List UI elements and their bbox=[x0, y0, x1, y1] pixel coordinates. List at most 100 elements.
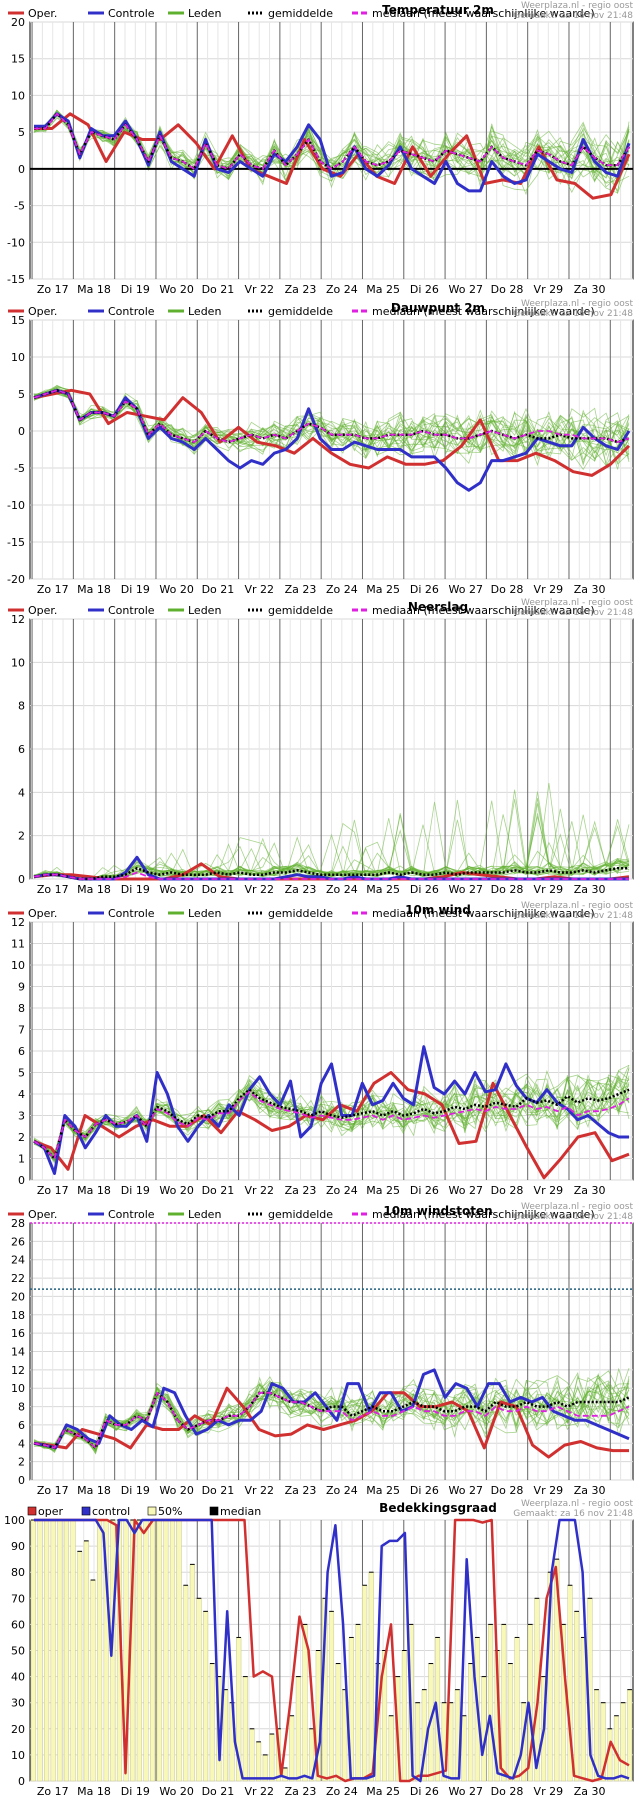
y-tick-label: 26 bbox=[11, 1235, 25, 1248]
x-tick-label: Vr 29 bbox=[534, 283, 564, 296]
legend-swatch bbox=[147, 1506, 157, 1516]
x-tick-label: Do 21 bbox=[202, 883, 235, 896]
x-tick-label: Za 30 bbox=[574, 1484, 606, 1497]
x-tick-label: Di 19 bbox=[121, 283, 150, 296]
x-tick-label: Vr 29 bbox=[534, 1785, 564, 1798]
x-tick-label: Di 26 bbox=[410, 1785, 439, 1798]
x-tick-label: Wo 27 bbox=[448, 1785, 482, 1798]
y-tick-label: 40 bbox=[11, 1671, 25, 1684]
y-tick-label: 4 bbox=[18, 786, 25, 799]
x-tick-label: Zo 17 bbox=[37, 1484, 69, 1497]
oper-series-line bbox=[33, 1386, 629, 1459]
x-tick-label: Do 21 bbox=[202, 1184, 235, 1197]
watermark-site: Weerplaza.nl - regio oost bbox=[521, 1202, 633, 1212]
y-tick-label: 0 bbox=[18, 425, 25, 438]
x-tick-label: Wo 27 bbox=[448, 883, 482, 896]
y-tick-label: -20 bbox=[7, 573, 25, 586]
bar-50pct bbox=[77, 1551, 83, 1782]
x-tick-label: Di 19 bbox=[121, 1484, 150, 1497]
x-tick-label: Wo 20 bbox=[159, 1484, 193, 1497]
x-tick-label: Di 19 bbox=[121, 1785, 150, 1798]
ensemble-member-line bbox=[33, 386, 630, 471]
bar-50pct bbox=[368, 1571, 374, 1782]
y-tick-label: -5 bbox=[14, 200, 25, 213]
y-tick-label: 100 bbox=[4, 1514, 25, 1527]
ensemble-member-line bbox=[33, 110, 630, 195]
x-tick-label: Do 28 bbox=[491, 1184, 524, 1197]
ensemble-member-line bbox=[33, 1387, 630, 1452]
bar-50pct bbox=[580, 1637, 586, 1782]
y-tick-label: 4 bbox=[18, 1437, 25, 1450]
median-series-line bbox=[33, 1090, 630, 1160]
legend-swatch bbox=[81, 1506, 91, 1516]
legend-label: gemiddelde bbox=[268, 604, 333, 617]
chart-title: Temperatuur 2m bbox=[382, 3, 494, 17]
y-tick-label: 2 bbox=[18, 830, 25, 843]
x-tick-label: Vr 22 bbox=[244, 283, 274, 296]
bar-50pct bbox=[44, 1519, 50, 1782]
y-tick-label: 12 bbox=[11, 916, 25, 929]
bar-50pct bbox=[37, 1519, 43, 1782]
x-tick-label: Za 23 bbox=[285, 1484, 317, 1497]
legend-label: gemiddelde bbox=[268, 1208, 333, 1221]
x-tick-label: Do 28 bbox=[491, 283, 524, 296]
legend-label: mediaan (meest waarschijnlijke waarde) bbox=[372, 305, 595, 318]
chart-title: 10m windstoten bbox=[383, 1204, 492, 1218]
x-tick-label: Vr 22 bbox=[244, 883, 274, 896]
y-tick-label: 9 bbox=[18, 981, 25, 994]
y-tick-label: 12 bbox=[11, 613, 25, 626]
x-tick-label: Vr 22 bbox=[244, 1484, 274, 1497]
bar-50pct bbox=[481, 1676, 487, 1782]
x-tick-label: Zo 24 bbox=[326, 1484, 358, 1497]
bar-50pct bbox=[83, 1540, 89, 1782]
y-tick-label: 15 bbox=[11, 53, 25, 66]
y-tick-label: 5 bbox=[18, 388, 25, 401]
x-tick-label: Di 19 bbox=[121, 583, 150, 596]
bar-50pct bbox=[57, 1519, 63, 1782]
y-tick-label: 16 bbox=[11, 1327, 25, 1340]
x-tick-label: Za 23 bbox=[285, 583, 317, 596]
bar-50pct bbox=[401, 1650, 407, 1782]
x-tick-label: Wo 20 bbox=[159, 1785, 193, 1798]
x-tick-label: Zo 17 bbox=[37, 1785, 69, 1798]
y-tick-label: 0 bbox=[18, 1775, 25, 1788]
legend-label: Controle bbox=[108, 604, 155, 617]
chart-title: Bedekkingsgraad bbox=[379, 1501, 497, 1515]
bar-50pct bbox=[574, 1611, 580, 1782]
x-tick-label: Za 30 bbox=[574, 1184, 606, 1197]
legend-label: mediaan (meest waarschijnlijke waarde) bbox=[372, 604, 595, 617]
x-tick-label: Zo 17 bbox=[37, 1184, 69, 1197]
y-tick-label: 7 bbox=[18, 1024, 25, 1037]
bar-50pct bbox=[242, 1676, 248, 1782]
x-tick-label: Do 21 bbox=[202, 1484, 235, 1497]
y-tick-label: 90 bbox=[11, 1540, 25, 1553]
chart-title: Dauwpunt 2m bbox=[391, 301, 485, 315]
bar-50pct bbox=[328, 1611, 335, 1782]
legend-label: Leden bbox=[188, 305, 221, 318]
ensemble-member-line bbox=[33, 387, 630, 461]
panel-3: 0 2 4 6 8 10 12 Zo 17 Ma 18 Di 19 Wo 20 Do 21 Vr 22 Z… bbox=[8, 598, 634, 896]
x-tick-label: Vr 22 bbox=[244, 1184, 274, 1197]
y-tick-label: 1 bbox=[18, 1153, 25, 1166]
y-tick-label: 6 bbox=[18, 1419, 25, 1432]
x-tick-label: Wo 20 bbox=[159, 1184, 193, 1197]
watermark-date: Gemaakt: za 16 nov 21:48 bbox=[513, 1212, 633, 1222]
x-tick-label: Ma 18 bbox=[77, 1184, 111, 1197]
y-tick-label: 0 bbox=[18, 1174, 25, 1187]
y-tick-label: 10 bbox=[11, 959, 25, 972]
legend-label: Oper. bbox=[28, 1208, 57, 1221]
bar-50pct bbox=[189, 1564, 195, 1782]
bar-50pct bbox=[50, 1519, 56, 1782]
bar-50pct bbox=[30, 1519, 36, 1782]
oper-series-line bbox=[33, 388, 631, 477]
chart-title: Neerslag bbox=[408, 600, 468, 614]
bar-50pct bbox=[163, 1519, 169, 1782]
x-tick-label: Vr 29 bbox=[534, 583, 564, 596]
x-tick-label: Zo 24 bbox=[326, 583, 358, 596]
legend-label: Oper. bbox=[28, 907, 57, 920]
x-tick-label: Zo 24 bbox=[326, 1184, 358, 1197]
y-tick-label: 30 bbox=[11, 1697, 25, 1710]
y-tick-label: 22 bbox=[11, 1272, 25, 1285]
